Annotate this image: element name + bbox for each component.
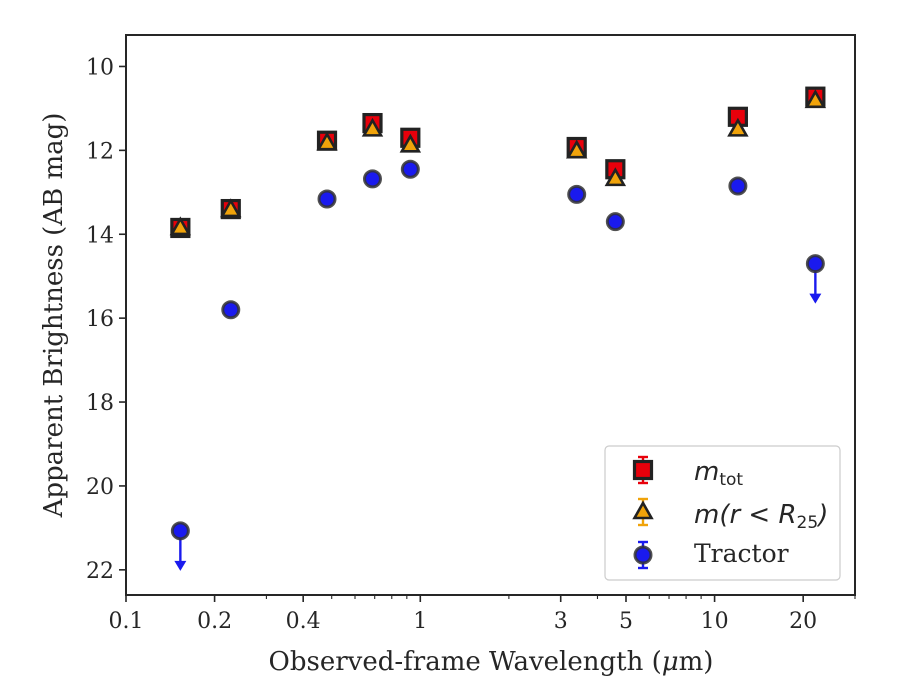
data-point	[362, 169, 382, 189]
x-tick-label: 0.1	[109, 609, 144, 634]
data-point	[604, 167, 627, 187]
data-point	[361, 117, 384, 137]
x-tick-label: 0.4	[286, 609, 321, 634]
legend-marker-mr25	[632, 500, 654, 520]
data-point	[728, 176, 748, 196]
data-point	[805, 254, 825, 274]
y-tick-label: 10	[86, 55, 114, 80]
data-point	[804, 89, 827, 109]
data-point	[220, 198, 242, 218]
legend: mtot m(r < R25) Tractor	[604, 445, 841, 581]
y-tick-label: 18	[86, 391, 114, 416]
x-tick-label: 20	[789, 609, 817, 634]
data-point	[169, 216, 192, 236]
legend-label-tractor: Tractor	[694, 539, 789, 568]
data-point	[170, 521, 190, 541]
data-point	[400, 159, 420, 179]
data-point	[399, 133, 422, 153]
y-tick-label: 16	[86, 307, 114, 332]
series-mr25	[169, 89, 827, 236]
series-mtot	[170, 86, 826, 239]
x-tick-label: 1	[413, 609, 427, 634]
y-tick-label: 20	[86, 475, 114, 500]
y-tick-label: 12	[86, 139, 114, 164]
x-tick-label: 10	[701, 609, 729, 634]
x-tick-label: 0.2	[197, 609, 232, 634]
x-axis: 0.1 0.2 0.4 1 3 5 10 20	[109, 595, 856, 634]
data-point	[316, 131, 338, 151]
data-point	[221, 300, 241, 320]
y-tick-label: 22	[86, 559, 114, 584]
data-point	[565, 139, 588, 159]
x-tick-label: 3	[554, 609, 568, 634]
data-point	[727, 117, 749, 137]
data-point	[567, 184, 587, 204]
data-point	[317, 189, 337, 209]
upper-limit-arrowhead	[809, 293, 822, 304]
plot-frame	[125, 34, 856, 596]
data-layer	[169, 86, 827, 571]
y-axis: 10 12 14 16 18 20 22	[86, 55, 126, 584]
y-axis-label: Apparent Brightness (AB mag)	[39, 113, 69, 519]
legend-label-mr25: m(r < R25)	[694, 500, 828, 533]
legend-marker-tractor	[633, 545, 653, 565]
legend-box	[604, 445, 841, 581]
data-point	[605, 212, 625, 232]
x-tick-label: 5	[619, 609, 633, 634]
series-tractor	[170, 159, 825, 571]
upper-limit-arrowhead	[174, 560, 187, 571]
legend-marker-mtot	[632, 459, 654, 481]
y-tick-label: 14	[86, 223, 114, 248]
legend-label-mtot: mtot	[694, 457, 743, 490]
x-axis-label: Observed-frame Wavelength (μm)	[269, 647, 714, 677]
